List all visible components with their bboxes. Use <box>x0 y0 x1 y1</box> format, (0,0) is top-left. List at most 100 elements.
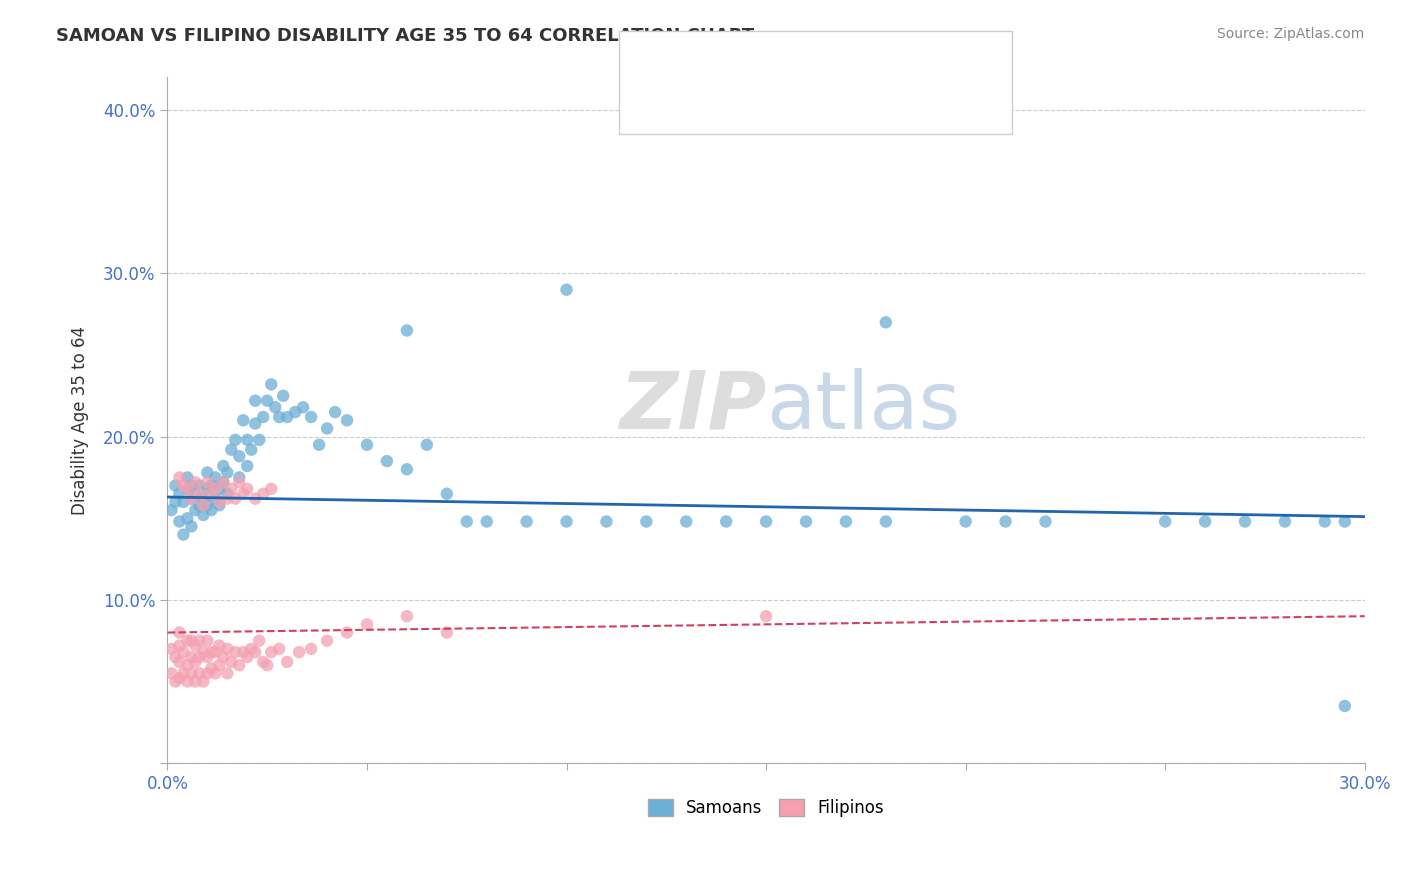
Point <box>208 658 231 673</box>
Legend: Samoans, Filipinos: Samoans, Filipinos <box>641 792 891 823</box>
Point <box>875 315 897 329</box>
Point <box>169 625 191 640</box>
Point <box>1274 515 1296 529</box>
Point <box>212 458 235 473</box>
Point <box>184 655 207 669</box>
Point <box>252 487 274 501</box>
Point <box>176 470 198 484</box>
Point <box>217 641 239 656</box>
Point <box>224 645 246 659</box>
Point <box>169 470 191 484</box>
Point <box>169 515 191 529</box>
Point <box>755 609 778 624</box>
Point <box>256 393 278 408</box>
Point <box>1035 515 1057 529</box>
Point <box>375 454 398 468</box>
Point <box>193 508 215 522</box>
Point <box>212 475 235 490</box>
Point <box>284 405 307 419</box>
Point <box>247 633 270 648</box>
Point <box>271 389 294 403</box>
Point <box>236 482 259 496</box>
Point <box>675 515 697 529</box>
Point <box>172 645 194 659</box>
Point <box>180 650 202 665</box>
Point <box>1333 515 1355 529</box>
Point <box>200 503 222 517</box>
Point <box>176 511 198 525</box>
Point <box>208 495 231 509</box>
Point <box>247 433 270 447</box>
Point <box>232 413 254 427</box>
Point <box>180 491 202 506</box>
Point <box>208 498 231 512</box>
Point <box>204 470 226 484</box>
Point <box>288 645 311 659</box>
Point <box>176 674 198 689</box>
Point <box>188 498 211 512</box>
Point <box>1194 515 1216 529</box>
Point <box>217 666 239 681</box>
Point <box>172 666 194 681</box>
Point <box>188 633 211 648</box>
Point <box>260 645 283 659</box>
Point <box>169 639 191 653</box>
Point <box>636 515 658 529</box>
Point <box>395 324 418 338</box>
Point <box>184 674 207 689</box>
Point <box>195 466 218 480</box>
Point <box>184 487 207 501</box>
Point <box>212 650 235 665</box>
Point <box>228 658 250 673</box>
Point <box>165 495 187 509</box>
Point <box>264 401 287 415</box>
Point <box>755 515 778 529</box>
Point <box>260 482 283 496</box>
Point <box>200 478 222 492</box>
Point <box>188 666 211 681</box>
Point <box>208 482 231 496</box>
Text: atlas: atlas <box>766 368 960 446</box>
Point <box>184 639 207 653</box>
Point <box>245 417 267 431</box>
Point <box>436 487 458 501</box>
Point <box>184 475 207 490</box>
Point <box>316 421 339 435</box>
Point <box>475 515 498 529</box>
Point <box>416 438 439 452</box>
Point <box>195 475 218 490</box>
Point <box>169 487 191 501</box>
Point <box>356 438 378 452</box>
Point <box>1333 698 1355 713</box>
Point <box>269 641 291 656</box>
Point <box>169 655 191 669</box>
Point <box>299 410 322 425</box>
Point <box>252 655 274 669</box>
Point <box>245 491 267 506</box>
Point <box>308 438 330 452</box>
Point <box>204 482 226 496</box>
Point <box>221 442 243 457</box>
Point <box>316 633 339 648</box>
Point <box>595 515 617 529</box>
Point <box>176 658 198 673</box>
Point <box>221 482 243 496</box>
Point <box>395 462 418 476</box>
Point <box>188 650 211 665</box>
Point <box>456 515 478 529</box>
Point <box>875 515 897 529</box>
Point <box>204 645 226 659</box>
Point <box>160 503 183 517</box>
Point <box>195 482 218 496</box>
Point <box>188 478 211 492</box>
Point <box>200 487 222 501</box>
Point <box>224 491 246 506</box>
Point <box>165 650 187 665</box>
Point <box>217 487 239 501</box>
Point <box>217 466 239 480</box>
Point <box>176 482 198 496</box>
Point <box>1234 515 1257 529</box>
Point <box>180 478 202 492</box>
Point <box>228 470 250 484</box>
Point <box>188 487 211 501</box>
